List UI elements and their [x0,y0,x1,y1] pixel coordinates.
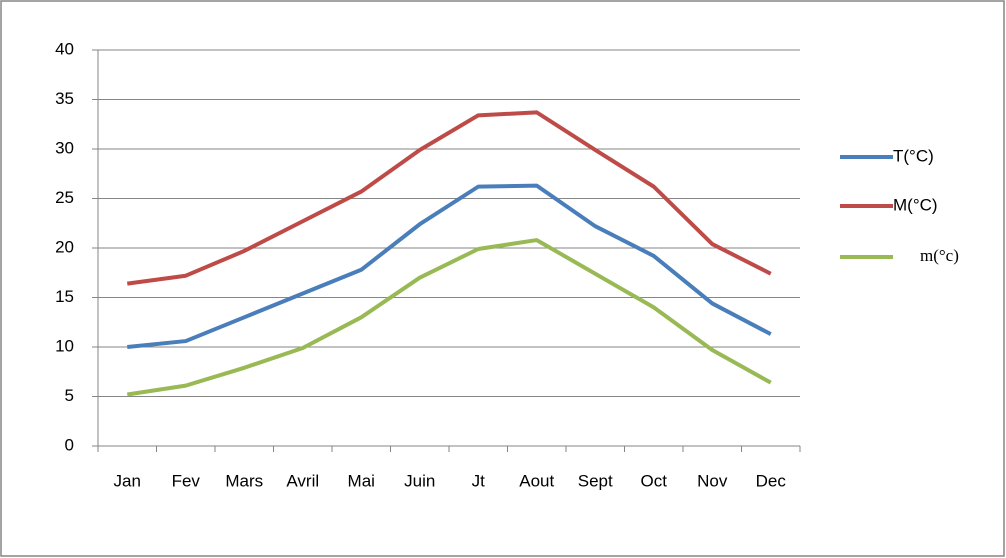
x-tick-label: Jan [114,471,141,490]
y-tick-label: 15 [55,287,74,306]
y-tick-label: 25 [55,188,74,207]
x-tick-label: Jt [472,471,486,490]
series-line [126,238,772,397]
y-tick-label: 40 [55,39,74,58]
y-tick-label: 20 [55,237,74,256]
legend-label: m(°c) [920,246,959,265]
x-tick-label: Nov [697,471,728,490]
y-tick-label: 30 [55,138,74,157]
x-tick-label: Oct [641,471,668,490]
y-tick-label: 5 [65,386,74,405]
legend-label: T(°C) [893,146,934,165]
x-tick-label: Mars [225,471,263,490]
y-tick-label: 35 [55,89,74,108]
x-tick-label: Aout [519,471,554,490]
series-line [127,183,772,349]
x-tick-label: Sept [578,471,613,490]
x-tick-label: Fev [172,471,201,490]
x-tick-label: Mai [348,471,375,490]
y-tick-label: 10 [55,336,74,355]
legend-label: M(°C) [893,195,938,214]
series-line [126,110,772,286]
x-tick-label: Avril [286,471,319,490]
x-tick-label: Dec [756,471,787,490]
x-tick-label: Juin [404,471,435,490]
y-tick-label: 0 [65,435,74,454]
